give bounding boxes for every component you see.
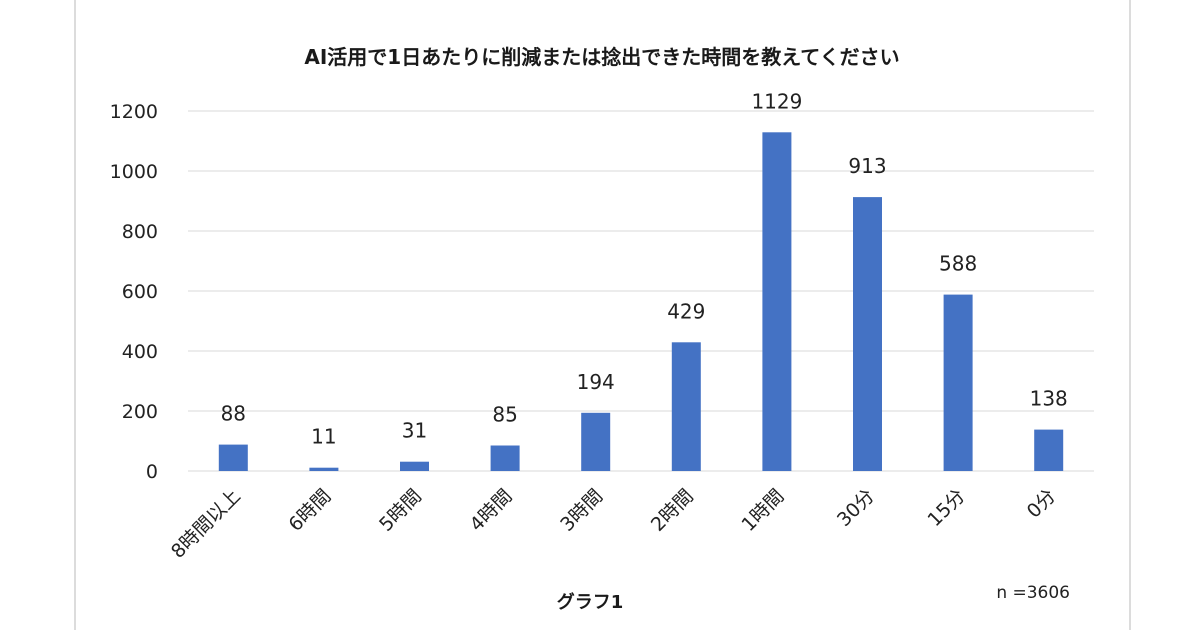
x-category-label: 3時間 — [556, 485, 607, 536]
bar-value-label: 429 — [667, 299, 705, 323]
bar — [943, 294, 973, 471]
bar-value-label: 1129 — [751, 89, 802, 113]
bar — [490, 445, 520, 471]
x-category-label: 0分 — [1023, 485, 1061, 523]
data-labels: 88 11 31 85 194 429 1129 913 588 138 — [221, 89, 1068, 448]
x-category-label: 1時間 — [737, 485, 788, 536]
x-category-label: 2時間 — [647, 485, 698, 536]
y-tick-label: 800 — [122, 221, 158, 243]
grid-layer — [188, 110, 1094, 472]
x-category-label: 15分 — [924, 485, 970, 531]
y-tick-label: 1000 — [110, 161, 158, 183]
y-tick-label: 0 — [146, 461, 158, 483]
sample-size-note: n =3606 — [996, 583, 1070, 603]
bar — [1034, 429, 1064, 471]
x-category-label: 30分 — [833, 485, 879, 531]
bar-value-label: 913 — [848, 154, 886, 178]
bar-value-label: 88 — [221, 402, 246, 426]
bars — [218, 132, 1064, 472]
bar-value-label: 85 — [492, 403, 517, 427]
bar — [671, 342, 701, 471]
x-category-label: 8時間以上 — [167, 485, 245, 563]
bar — [218, 444, 248, 471]
chart-title: AI活用で1日あたりに削減または捻出できた時間を教えてください — [304, 45, 899, 69]
bar-value-label: 31 — [402, 419, 427, 443]
bar-value-label: 194 — [577, 370, 615, 394]
x-axis-label: グラフ1 — [557, 591, 624, 613]
x-category-label: 5時間 — [375, 485, 426, 536]
x-category-label: 4時間 — [466, 485, 517, 536]
bar — [581, 412, 611, 471]
bar — [853, 197, 882, 471]
y-tick-label: 400 — [122, 341, 158, 363]
y-tick-label: 200 — [122, 401, 158, 423]
x-axis-categories: 8時間以上 6時間 5時間 4時間 3時間 2時間 1時間 30分 15分 0分 — [167, 485, 1060, 563]
bar-value-label: 11 — [311, 425, 336, 449]
bar-value-label: 588 — [939, 252, 977, 276]
bar — [309, 467, 339, 471]
bar — [762, 132, 792, 472]
x-category-label: 6時間 — [284, 485, 335, 536]
y-axis-ticks: 0 200 400 600 800 1000 1200 — [110, 101, 158, 483]
bar — [400, 461, 429, 471]
y-tick-label: 1200 — [110, 101, 158, 123]
bar-value-label: 138 — [1030, 387, 1068, 411]
y-tick-label: 600 — [122, 281, 158, 303]
